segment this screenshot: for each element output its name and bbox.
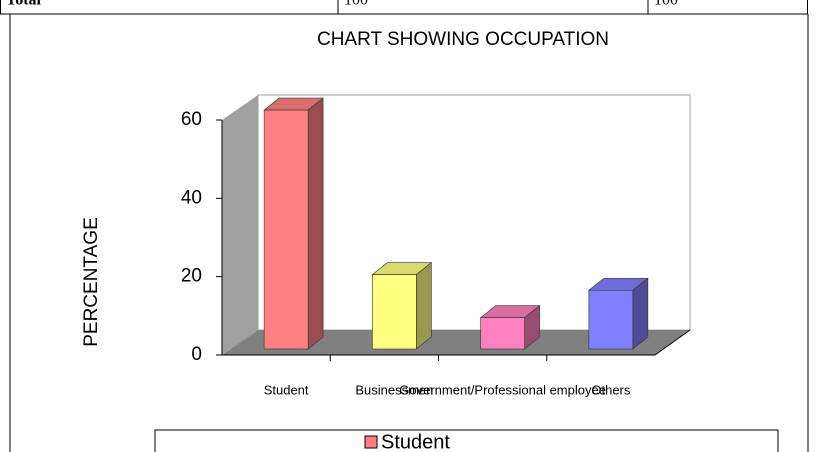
y-tick-label: 0	[191, 344, 202, 365]
x-tick-label: Student	[264, 382, 309, 397]
floor	[222, 330, 690, 355]
table-cell: 100	[344, 0, 368, 9]
table-cell: Total	[6, 0, 42, 9]
bar	[588, 289, 634, 350]
x-tick-label: Government/Professional employee	[399, 382, 606, 397]
y-axis-label: PERCENTAGE	[81, 217, 102, 347]
y-tick-label: 40	[181, 187, 202, 208]
y-tick-label: 20	[181, 266, 202, 287]
legend-swatch	[364, 435, 378, 449]
x-tick-label: Businessmen	[355, 382, 433, 397]
bar	[263, 109, 309, 350]
legend	[154, 429, 779, 452]
table-row	[0, 0, 808, 15]
bar	[480, 317, 525, 350]
x-tick-label: Others	[591, 382, 631, 397]
chart-title: CHART SHOWING OCCUPATION	[317, 29, 609, 50]
y-tick-label: 60	[181, 109, 202, 130]
bar-side	[307, 97, 324, 350]
bar	[372, 274, 417, 350]
bar-side	[632, 277, 649, 350]
bar-side	[416, 261, 432, 350]
table-cell: 100	[654, 0, 678, 9]
legend-label: Student	[381, 431, 450, 452]
side-wall	[222, 95, 258, 355]
x-axis	[654, 329, 691, 356]
